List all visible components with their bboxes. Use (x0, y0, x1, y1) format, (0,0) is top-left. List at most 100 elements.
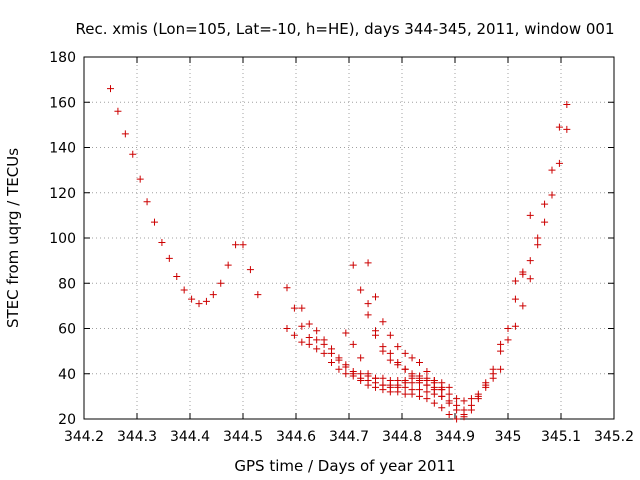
data-point (342, 363, 350, 371)
data-point (453, 395, 461, 403)
data-point (438, 379, 446, 387)
x-tick-label: 344.2 (64, 429, 104, 445)
data-point (430, 399, 438, 407)
y-tick-label: 40 (58, 367, 76, 383)
data-point (460, 410, 468, 418)
y-tick-label: 80 (58, 276, 76, 292)
data-point (430, 386, 438, 394)
data-point (254, 291, 262, 299)
data-point (423, 374, 431, 382)
x-tick-label: 344.8 (382, 429, 422, 445)
data-point (239, 241, 247, 249)
data-point (298, 322, 306, 330)
y-axis-label: STEC from uqrg / TECUs (4, 148, 22, 328)
data-point (379, 381, 387, 389)
data-point (519, 268, 527, 276)
data-point (320, 349, 328, 357)
data-point (283, 325, 291, 332)
data-point (555, 123, 563, 131)
y-tick-label: 100 (49, 231, 76, 247)
x-tick-label: 345.1 (541, 429, 581, 445)
data-point (372, 293, 379, 301)
data-point (504, 325, 512, 332)
data-point (298, 304, 306, 312)
data-point (423, 388, 431, 396)
data-point (394, 361, 402, 369)
data-point (202, 297, 210, 305)
data-point (136, 175, 144, 183)
data-point (372, 374, 379, 382)
data-point (555, 159, 563, 167)
x-tick-label: 344.5 (223, 429, 263, 445)
data-point (497, 340, 505, 348)
data-point (519, 302, 527, 310)
x-tick-label: 345.2 (594, 429, 634, 445)
data-point (526, 257, 534, 265)
data-point (320, 340, 328, 348)
data-point (489, 365, 497, 373)
data-point (526, 211, 534, 219)
data-point (415, 358, 423, 366)
data-point (217, 279, 225, 287)
data-point (394, 343, 402, 351)
data-point (328, 349, 336, 357)
data-point (357, 370, 365, 378)
data-point (283, 284, 291, 292)
data-point (445, 383, 453, 391)
data-point (386, 383, 394, 391)
axis-ticks: 344.2 344.3 344.4 344.5 344.6 344.7 344.8 344.9… (49, 50, 634, 445)
data-point (364, 259, 372, 267)
y-tick-label: 160 (49, 95, 76, 111)
data-point (342, 329, 350, 337)
data-point (335, 356, 343, 364)
x-axis-label: GPS time / Days of year 2011 (234, 457, 455, 475)
data-point (195, 300, 203, 308)
data-point (165, 254, 173, 262)
data-point (511, 295, 519, 303)
data-point (563, 101, 571, 109)
y-tick-label: 140 (49, 141, 76, 157)
data-point (180, 286, 188, 294)
data-point (357, 286, 365, 294)
data-point (408, 354, 416, 362)
y-tick-label: 120 (49, 186, 76, 202)
data-point (305, 334, 313, 342)
data-point (453, 406, 461, 414)
x-tick-label: 344.6 (276, 429, 316, 445)
data-point (504, 336, 512, 344)
data-point (497, 347, 505, 355)
data-point (349, 340, 357, 348)
data-point (563, 125, 571, 133)
data-point (386, 356, 394, 364)
data-point (548, 166, 556, 174)
x-tick-label: 344.7 (329, 429, 369, 445)
data-point (430, 377, 438, 385)
data-point (423, 395, 431, 403)
data-point (386, 331, 394, 339)
data-point (534, 234, 542, 242)
data-point (541, 200, 549, 208)
data-point (460, 397, 468, 405)
data-point (328, 358, 336, 366)
data-point (121, 130, 129, 138)
data-point (290, 331, 298, 339)
data-point (541, 218, 549, 226)
data-point (173, 272, 181, 280)
data-point (305, 320, 313, 328)
data-points (107, 85, 571, 423)
data-point (534, 241, 542, 249)
data-point (305, 340, 313, 348)
data-point (467, 395, 475, 403)
data-point (313, 345, 321, 353)
data-point (438, 392, 446, 400)
data-point (342, 370, 350, 378)
data-point (364, 370, 372, 378)
data-point (445, 399, 453, 407)
data-point (158, 239, 166, 247)
data-point (474, 390, 482, 398)
data-point (107, 85, 114, 93)
x-tick-label: 344.3 (117, 429, 157, 445)
data-point (114, 107, 122, 115)
data-point (401, 390, 409, 398)
data-point (548, 191, 556, 199)
